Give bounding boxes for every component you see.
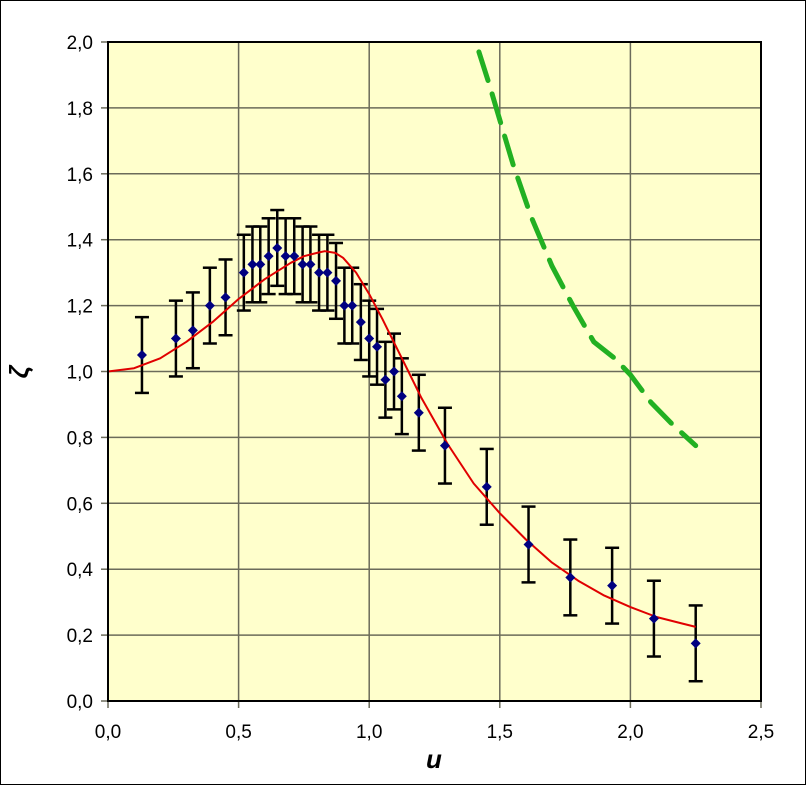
data-point [331, 275, 342, 286]
y-tick-label: 1,4 [67, 231, 94, 252]
data-point [272, 242, 283, 253]
y-tick-label: 2,0 [67, 33, 93, 54]
data-point [220, 292, 231, 303]
plot-border [107, 41, 762, 702]
data-point [204, 300, 215, 311]
x-axis-ticks: 0,0 0,5 1,0 1,5 2,0 2,5 [95, 701, 774, 743]
data-point [289, 251, 300, 262]
data-point [413, 407, 424, 418]
y-axis-ticks: 0,0 0,2 0,4 0,6 0,8 1,0 1,2 1,4 1,6 1,8 2,0 [67, 33, 108, 713]
data-point [481, 481, 492, 492]
data-point [314, 267, 325, 278]
data-point [339, 300, 350, 311]
x-tick-label: 2,0 [617, 722, 643, 743]
data-markers [136, 242, 701, 649]
x-axis-title: u [426, 744, 442, 774]
theory-curve-dashed [476, 49, 699, 449]
y-tick-label: 0,6 [67, 494, 93, 515]
fit-curve [107, 250, 696, 628]
x-tick-label: 0,0 [95, 722, 121, 743]
data-point [355, 317, 366, 328]
y-tick-label: 1,8 [67, 99, 93, 120]
x-tick-label: 1,5 [487, 722, 513, 743]
y-tick-label: 0,4 [67, 560, 94, 581]
y-tick-label: 1,6 [67, 165, 93, 186]
data-point [136, 350, 147, 361]
gridlines [108, 42, 761, 701]
data-point [396, 391, 407, 402]
data-point [648, 613, 659, 624]
x-tick-label: 2,5 [748, 722, 774, 743]
x-tick-label: 0,5 [225, 722, 251, 743]
y-tick-label: 0,8 [67, 428, 93, 449]
data-point [523, 539, 534, 550]
data-point [565, 572, 576, 583]
data-point [238, 267, 249, 278]
y-tick-label: 1,2 [67, 297, 93, 318]
data-point [439, 440, 450, 451]
data-point [305, 259, 316, 270]
y-axis-title: ζ [4, 364, 34, 378]
data-point [247, 259, 258, 270]
data-point [347, 300, 358, 311]
data-point [187, 325, 198, 336]
data-point [389, 366, 400, 377]
data-point [372, 341, 383, 352]
y-tick-label: 0,2 [67, 626, 93, 647]
y-tick-label: 0,0 [67, 692, 93, 713]
data-point [322, 267, 333, 278]
x-tick-label: 1,0 [356, 722, 382, 743]
data-point [690, 638, 701, 649]
data-point [607, 580, 618, 591]
data-point [364, 333, 375, 344]
data-point [380, 374, 391, 385]
data-point [280, 251, 291, 262]
data-point [297, 259, 308, 270]
data-point [263, 251, 274, 262]
y-tick-label: 1,0 [67, 363, 93, 384]
data-point [255, 259, 266, 270]
data-point [170, 333, 181, 344]
